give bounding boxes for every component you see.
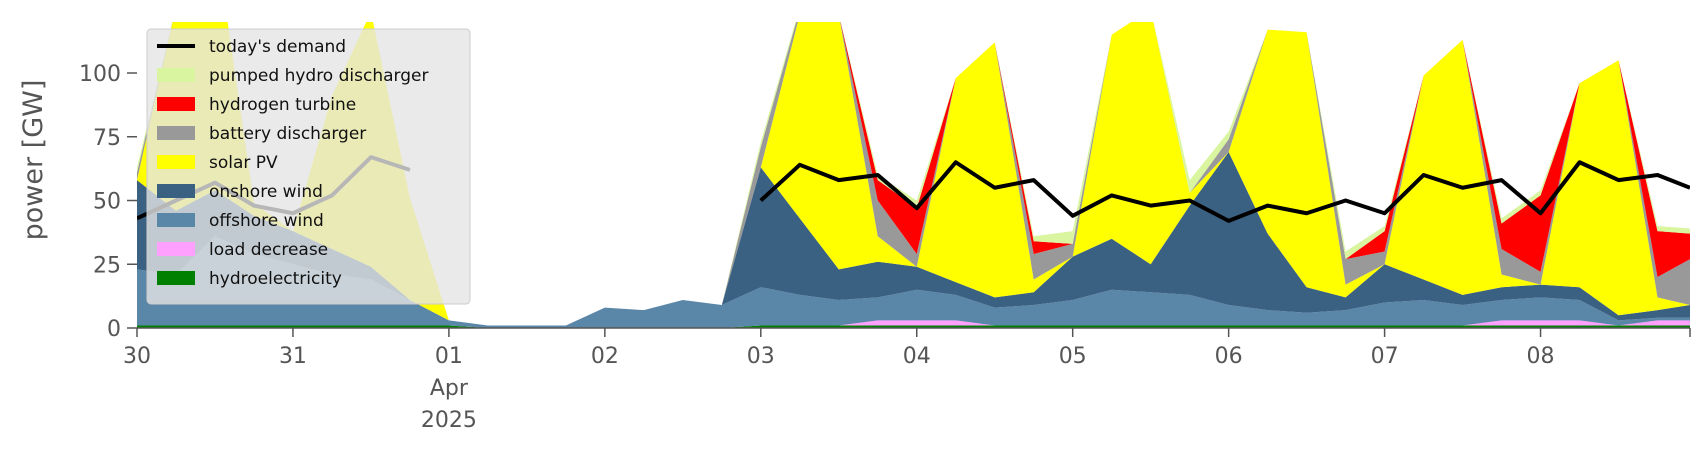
x-tick-label-05: 05 [1059, 344, 1087, 369]
legend-label-pumped-hydro-discharger: pumped hydro discharger [209, 66, 428, 86]
area-load-decrease [137, 320, 1690, 328]
y-tick-label-50: 50 [93, 190, 121, 215]
x-month-label: Apr [430, 376, 469, 401]
x-tick-label-01: 01 [435, 344, 463, 369]
y-tick-label-25: 25 [93, 253, 121, 278]
legend-swatch-hydroelectricity [157, 271, 195, 285]
legend-label-solar-pv: solar PV [209, 153, 278, 173]
x-tick-label-03: 03 [747, 344, 775, 369]
legend-label-onshore-wind: onshore wind [209, 182, 323, 202]
area-onshore-wind [137, 152, 1690, 326]
legend-label-offshore-wind: offshore wind [209, 211, 324, 231]
x-tick-label-07: 07 [1371, 344, 1399, 369]
legend-swatch-battery-discharger [157, 126, 195, 140]
legend-swatch-hydrogen-turbine [157, 97, 195, 111]
legend-swatch-solar-pv [157, 155, 195, 169]
x-tick-label-06: 06 [1215, 344, 1243, 369]
axes: 0 25 50 75 100 30 31 01 02 03 04 05 06 07 08 Apr 2025 [79, 62, 1691, 433]
legend-label-hydrogen-turbine: hydrogen turbine [209, 95, 356, 115]
y-tick-label-0: 0 [107, 317, 121, 342]
legend-swatch-load-decrease [157, 242, 195, 256]
x-tick-label-08: 08 [1527, 344, 1555, 369]
x-year-label: 2025 [421, 408, 477, 433]
legend-label-today-s-demand: today's demand [209, 37, 346, 57]
y-tick-label-75: 75 [93, 126, 121, 151]
demand-line-segment-2 [759, 160, 1690, 223]
area-solar-pv [137, 22, 1690, 326]
area-offshore-wind [137, 236, 1690, 328]
x-tick-label-04: 04 [903, 344, 931, 369]
legend: today's demand pumped hydro discharger hyd… [146, 28, 471, 305]
y-axis-title: power [GW] [18, 80, 49, 241]
legend-label-battery-discharger: battery discharger [209, 124, 366, 144]
legend-swatch-offshore-wind [157, 213, 195, 227]
legend-label-load-decrease: load decrease [209, 240, 328, 260]
legend-swatch-pumped-hydro-discharger [157, 68, 195, 82]
legend-box [146, 28, 471, 305]
x-tick-label-02: 02 [591, 344, 619, 369]
x-tick-label-31: 31 [279, 344, 307, 369]
y-tick-label-100: 100 [79, 62, 121, 87]
legend-swatch-onshore-wind [157, 184, 195, 198]
legend-label-hydroelectricity: hydroelectricity [209, 269, 342, 289]
x-tick-label-30: 30 [123, 344, 151, 369]
